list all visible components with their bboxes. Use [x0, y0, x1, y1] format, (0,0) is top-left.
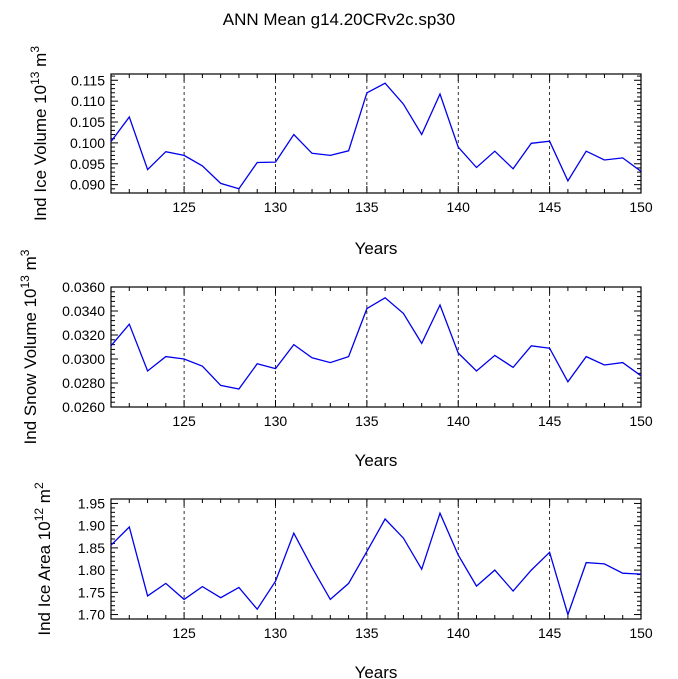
y-tick-label: 1.80 — [78, 562, 105, 578]
y-tick-label: 0.090 — [70, 177, 105, 193]
x-tick-label: 140 — [447, 625, 471, 641]
y-axis-label: Ind Ice Area 1012 m2 — [32, 482, 54, 636]
y-tick-label: 0.0300 — [62, 351, 105, 367]
x-tick-label: 125 — [172, 625, 196, 641]
series-line — [110, 82, 642, 190]
x-tick-label: 125 — [172, 413, 196, 429]
y-tick-label: 0.115 — [71, 72, 105, 88]
y-tick-label: 1.85 — [78, 540, 105, 556]
y-tick-label: 1.90 — [78, 518, 105, 534]
x-tick-label: 150 — [629, 413, 653, 429]
panels: 125 130 135 140 145 150 0.090 0.095 0.100 0.105 0.… — [18, 46, 653, 679]
y-tick-label: 0.0320 — [62, 327, 105, 343]
x-tick-label: 140 — [447, 413, 471, 429]
y-tick-label: 0.095 — [70, 156, 105, 172]
x-tick-label: 135 — [355, 625, 379, 641]
panel-1: 125 130 135 140 145 150 0.090 0.095 0.100 0.105 0.… — [28, 46, 653, 258]
y-tick-label: 0.100 — [70, 135, 105, 151]
chart-title: ANN Mean g14.20CRv2c.sp30 — [223, 10, 455, 29]
y-tick-label: 1.75 — [78, 584, 105, 600]
y-tick-label: 1.70 — [78, 607, 105, 623]
y-tick-label: 0.0360 — [62, 279, 105, 295]
x-tick-label: 145 — [538, 413, 562, 429]
y-tick-label: 0.0260 — [62, 399, 105, 415]
y-axis-label: Ind Ice Volume 1013 m3 — [28, 46, 50, 221]
x-axis-label: Years — [355, 663, 398, 679]
x-tick-label: 140 — [447, 199, 471, 215]
x-tick-label: 130 — [264, 413, 288, 429]
x-tick-label: 130 — [264, 625, 288, 641]
x-tick-label: 145 — [538, 199, 562, 215]
plot-frame — [110, 498, 642, 620]
y-tick-label: 0.0280 — [62, 375, 105, 391]
y-tick-label: 0.105 — [70, 114, 105, 130]
x-tick-label: 130 — [264, 199, 288, 215]
x-axis-label: Years — [355, 451, 398, 470]
x-axis-label: Years — [355, 239, 398, 258]
series-line — [110, 511, 642, 617]
y-tick-label: 1.95 — [78, 495, 105, 511]
y-tick-label: 0.110 — [71, 93, 105, 109]
x-tick-label: 135 — [355, 413, 379, 429]
x-tick-label: 145 — [538, 625, 562, 641]
x-tick-label: 125 — [172, 199, 196, 215]
series-line — [110, 297, 642, 390]
x-tick-label: 150 — [629, 199, 653, 215]
panel-2: 125 130 135 140 145 150 0.0260 0.0280 0.0300 0.03… — [18, 249, 653, 470]
x-tick-label: 150 — [629, 625, 653, 641]
x-tick-label: 135 — [355, 199, 379, 215]
panel-3: 125 130 135 140 145 150 1.70 1.75 1.80 1.85 1.90 1.… — [32, 482, 653, 679]
y-tick-label: 0.0340 — [62, 303, 105, 319]
y-axis-label: Ind Snow Volume 1013 m3 — [18, 249, 40, 444]
plot-frame — [110, 73, 642, 194]
plot-frame — [110, 286, 642, 408]
